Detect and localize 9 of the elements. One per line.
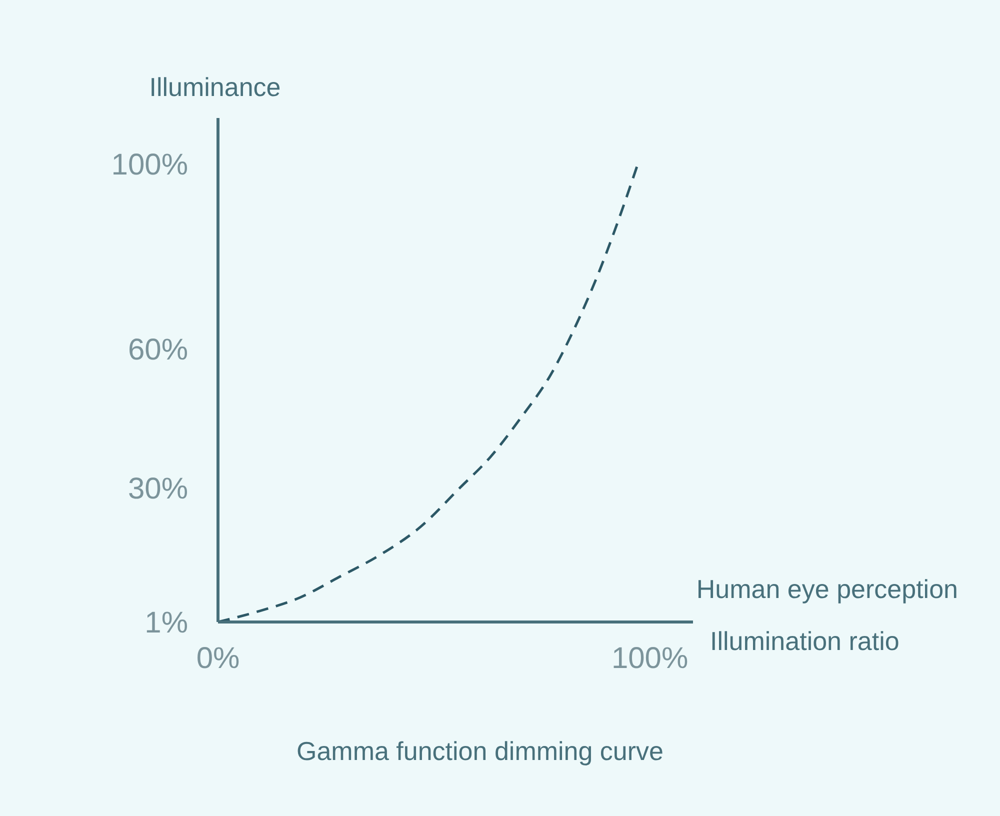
y-tick-label: 30% — [128, 472, 188, 506]
y-axis-title: Illuminance — [149, 72, 281, 102]
y-tick-label: 1% — [144, 606, 188, 640]
text: Gamma function dimming curve — [296, 736, 664, 766]
x-tick-label: 0% — [196, 642, 240, 675]
y-tick-label: 100% — [111, 148, 188, 182]
x-axis-title: Illumination ratio — [710, 626, 900, 656]
text: Human eye perception — [696, 574, 958, 604]
y-tick-label: 60% — [128, 334, 188, 367]
